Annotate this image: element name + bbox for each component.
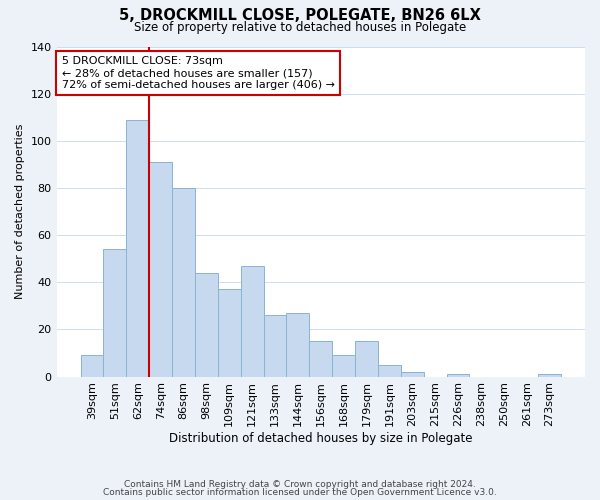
Bar: [401, 372, 424, 376]
Bar: [149, 162, 172, 376]
Text: Size of property relative to detached houses in Polegate: Size of property relative to detached ho…: [134, 21, 466, 34]
Bar: [127, 120, 149, 376]
Text: 5, DROCKMILL CLOSE, POLEGATE, BN26 6LX: 5, DROCKMILL CLOSE, POLEGATE, BN26 6LX: [119, 8, 481, 22]
Text: 5 DROCKMILL CLOSE: 73sqm
← 28% of detached houses are smaller (157)
72% of semi-: 5 DROCKMILL CLOSE: 73sqm ← 28% of detach…: [62, 56, 335, 90]
Text: Contains public sector information licensed under the Open Government Licence v3: Contains public sector information licen…: [103, 488, 497, 497]
Bar: [263, 316, 286, 376]
X-axis label: Distribution of detached houses by size in Polegate: Distribution of detached houses by size …: [169, 432, 473, 445]
Bar: [310, 341, 332, 376]
Y-axis label: Number of detached properties: Number of detached properties: [15, 124, 25, 299]
Bar: [332, 356, 355, 376]
Bar: [241, 266, 263, 376]
Bar: [103, 250, 127, 376]
Bar: [195, 273, 218, 376]
Text: Contains HM Land Registry data © Crown copyright and database right 2024.: Contains HM Land Registry data © Crown c…: [124, 480, 476, 489]
Bar: [538, 374, 561, 376]
Bar: [286, 313, 310, 376]
Bar: [218, 290, 241, 376]
Bar: [80, 356, 103, 376]
Bar: [446, 374, 469, 376]
Bar: [172, 188, 195, 376]
Bar: [355, 341, 378, 376]
Bar: [378, 365, 401, 376]
